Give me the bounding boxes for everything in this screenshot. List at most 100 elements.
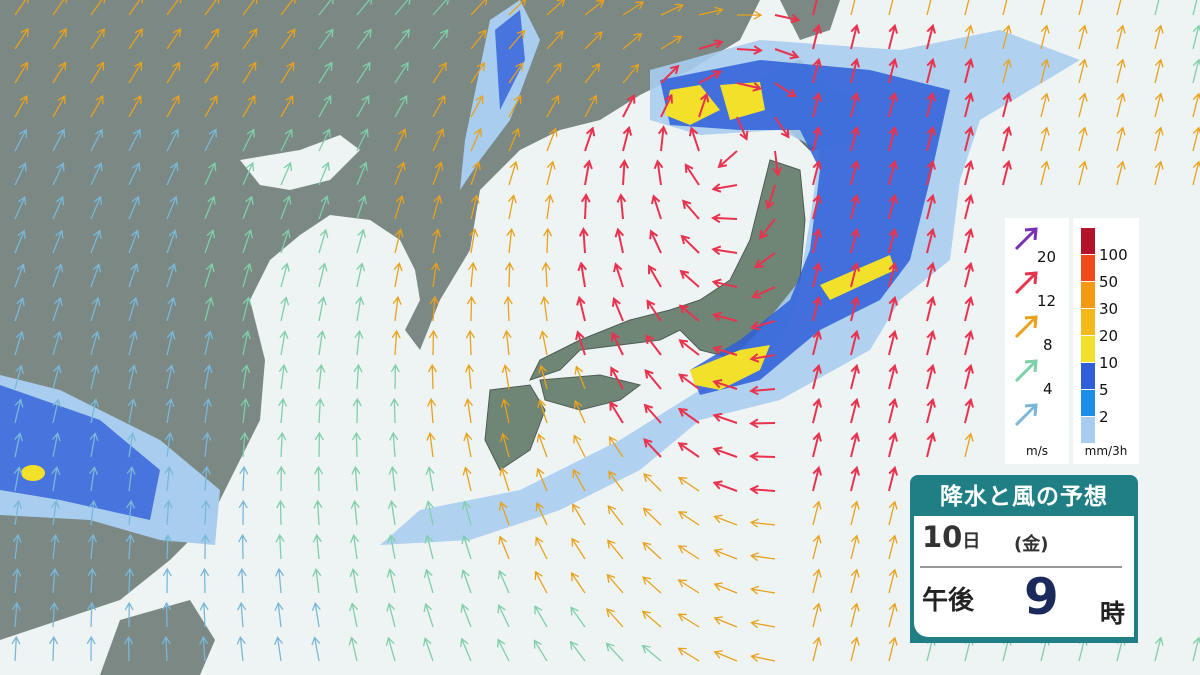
wind-arrow	[677, 545, 700, 560]
wind-arrow	[964, 227, 974, 254]
wind-arrow	[543, 227, 553, 254]
wind-arrow	[202, 431, 212, 458]
wind-arrow	[423, 602, 434, 628]
wind-arrow	[850, 261, 860, 288]
wind-arrow	[698, 6, 724, 16]
wind-arrow	[736, 82, 763, 92]
wind-arrow	[90, 128, 104, 152]
wind-arrow	[610, 366, 624, 390]
wind-arrow	[461, 500, 472, 526]
wind-arrow	[128, 296, 139, 322]
wind-legend-arrow-icon	[1013, 402, 1039, 428]
wind-arrow	[166, 0, 182, 16]
wind-arrow	[888, 0, 894, 16]
wind-arrow	[125, 567, 135, 594]
wind-arrow	[642, 507, 662, 526]
wind-arrow	[926, 295, 936, 322]
wind-arrow	[87, 533, 98, 560]
wind-arrow	[888, 193, 898, 220]
wind-arrow	[658, 125, 668, 152]
wind-arrow	[850, 227, 860, 254]
wind-arrow	[888, 159, 898, 186]
time-hour: 9	[1024, 568, 1059, 626]
wind-arrow	[280, 161, 293, 186]
wind-arrow	[90, 27, 105, 50]
wind-arrow	[622, 63, 640, 84]
wind-arrow	[50, 499, 60, 526]
wind-arrow	[1002, 24, 1012, 50]
wind-arrow	[162, 567, 172, 594]
wind-arrow	[850, 397, 860, 424]
wind-arrow	[653, 159, 664, 186]
wind-arrow	[717, 150, 738, 169]
wind-arrow	[1192, 24, 1200, 50]
wind-arrow	[464, 397, 474, 424]
wind-arrow	[712, 480, 738, 492]
wind-arrow	[241, 364, 251, 390]
wind-arrow	[681, 199, 700, 220]
wind-arrow	[166, 262, 177, 288]
wind-arrow	[574, 365, 586, 390]
wind-arrow	[14, 0, 29, 16]
wind-arrow	[90, 296, 101, 322]
wind-arrow	[394, 194, 405, 220]
wind-arrow	[660, 3, 685, 16]
wind-arrow	[387, 534, 397, 560]
wind-arrow	[812, 431, 822, 458]
wind-arrow	[713, 582, 738, 594]
wind-arrow	[964, 432, 974, 458]
wind-arrow	[678, 339, 700, 356]
wind-arrow	[926, 125, 936, 152]
wind-arrow	[506, 227, 516, 254]
wind-arrow	[278, 363, 288, 390]
wind-arrow	[13, 499, 23, 526]
wind-arrow	[470, 29, 487, 50]
wind-arrow	[199, 601, 209, 628]
wind-arrow	[577, 261, 588, 288]
wind-arrow	[238, 499, 248, 526]
wind-arrow	[500, 398, 510, 424]
wind-arrow	[888, 534, 898, 560]
wind-arrow	[432, 61, 447, 84]
wind-arrow	[273, 635, 284, 662]
wind-arrow	[614, 227, 625, 254]
wind-arrow	[1002, 125, 1012, 152]
wind-arrow	[356, 228, 366, 254]
wind-arrow	[641, 610, 662, 628]
wind-arrow	[1192, 636, 1200, 662]
wind-arrow	[613, 262, 624, 288]
wind-arrow	[713, 548, 738, 560]
time-period: 午後	[922, 586, 975, 616]
wind-arrow	[242, 296, 252, 322]
wind-arrow	[126, 499, 136, 526]
wind-arrow	[239, 431, 249, 458]
wind-arrow	[644, 368, 662, 390]
wind-arrow	[578, 227, 589, 254]
wind-arrow	[389, 397, 400, 424]
wind-arrow	[427, 397, 437, 424]
wind-arrow	[772, 150, 782, 177]
wind-arrow	[501, 364, 511, 390]
wind-arrow	[318, 128, 331, 152]
wind-arrow	[888, 397, 898, 424]
wind-arrow	[90, 94, 104, 118]
wind-arrow	[926, 363, 936, 390]
wind-arrow	[312, 567, 322, 594]
wind-arrow	[888, 568, 898, 594]
wind-arrow	[128, 263, 139, 288]
wind-arrow	[470, 0, 488, 16]
wind-arrow	[749, 385, 776, 396]
wind-arrow	[124, 601, 134, 628]
wind-arrow	[774, 48, 800, 60]
wind-arrow	[1154, 126, 1164, 152]
wind-arrow	[1116, 0, 1122, 16]
wind-arrow	[350, 499, 360, 526]
wind-arrow	[503, 295, 513, 322]
rain-legend-swatch	[1081, 363, 1095, 389]
wind-arrow	[460, 603, 472, 628]
wind-arrow	[237, 567, 247, 594]
wind-arrow	[52, 364, 62, 390]
wind-arrow	[350, 533, 360, 560]
wind-arrow	[888, 261, 898, 288]
wind-arrow	[750, 619, 776, 629]
